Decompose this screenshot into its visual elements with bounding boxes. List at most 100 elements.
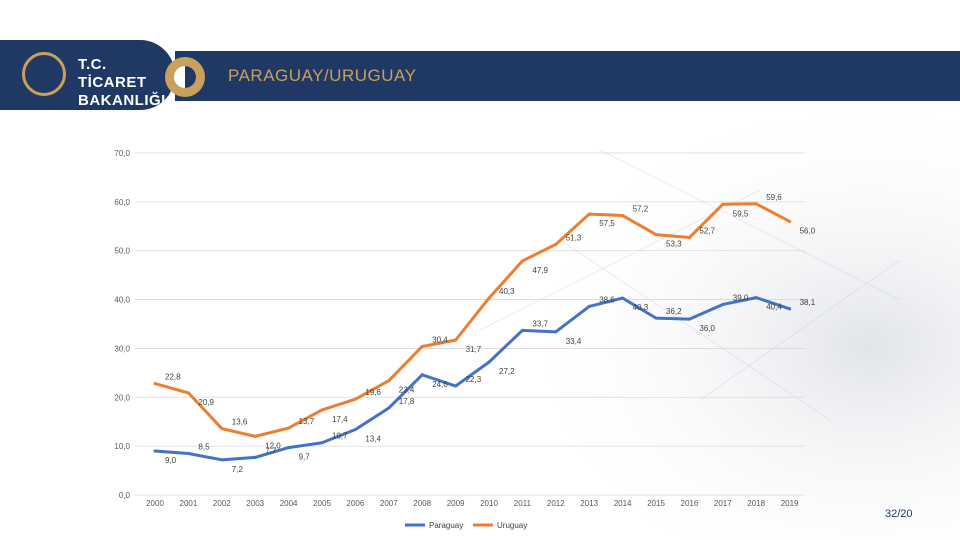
series-line-uruguay (153, 202, 792, 438)
x-tick-label: 2001 (180, 499, 198, 508)
data-point (587, 304, 591, 308)
data-label: 36,2 (666, 307, 682, 316)
data-label: 38,1 (800, 298, 816, 307)
data-label: 13,4 (365, 435, 381, 444)
y-tick-label: 10,0 (114, 442, 130, 451)
data-label: 13,6 (232, 418, 248, 427)
data-point (754, 296, 758, 300)
data-label: 53,3 (666, 240, 682, 249)
data-label: 8,5 (198, 442, 210, 451)
page-number: 32/20 (885, 508, 913, 520)
data-point (320, 408, 324, 412)
data-label: 20,9 (198, 398, 214, 407)
y-tick-label: 0,0 (119, 491, 131, 500)
data-point (487, 360, 491, 364)
data-label: 33,7 (532, 319, 548, 328)
y-tick-label: 40,0 (114, 296, 130, 305)
data-point (721, 202, 725, 206)
data-label: 30,4 (432, 335, 448, 344)
x-tick-label: 2011 (514, 499, 532, 508)
data-label: 7,2 (232, 465, 244, 474)
data-label: 22,8 (165, 373, 181, 382)
data-point (287, 426, 291, 430)
data-point (687, 317, 691, 321)
data-label: 57,5 (599, 219, 615, 228)
legend-label-uruguay: Uruguay (497, 521, 527, 530)
y-tick-label: 60,0 (114, 198, 130, 207)
x-tick-label: 2014 (614, 499, 632, 508)
data-point (287, 446, 291, 450)
x-tick-label: 2005 (313, 499, 331, 508)
data-point (654, 316, 658, 320)
y-tick-label: 20,0 (114, 393, 130, 402)
data-label: 38,6 (599, 295, 615, 304)
data-label: 51,3 (566, 233, 582, 242)
logo-block: T.C. TİCARET BAKANLIĞI (0, 40, 175, 110)
data-point (621, 296, 625, 300)
data-point (788, 307, 792, 311)
series-line-paraguay (153, 296, 792, 462)
data-label: 39,0 (733, 293, 749, 302)
ministry-logo-text: T.C. TİCARET BAKANLIĞI (78, 56, 175, 110)
y-tick-label: 70,0 (114, 149, 130, 158)
x-tick-label: 2017 (714, 499, 732, 508)
data-label: 31,7 (466, 345, 482, 354)
page-title: PARAGUAY/URUGUAY (228, 66, 417, 85)
data-label: 40,4 (766, 303, 782, 312)
logo-line-1: T.C. TİCARET (78, 56, 147, 91)
data-label: 59,5 (733, 209, 749, 218)
data-point (587, 212, 591, 216)
x-tick-label: 2008 (413, 499, 431, 508)
data-point (554, 330, 558, 334)
legend-label-paraguay: Paraguay (429, 521, 463, 530)
data-label: 33,4 (566, 337, 582, 346)
data-point (754, 202, 758, 206)
logo-line-2: BAKANLIĞI (78, 92, 166, 109)
x-tick-label: 2003 (246, 499, 264, 508)
data-point (220, 427, 224, 431)
ministry-seal-icon (22, 52, 66, 96)
data-point (420, 373, 424, 377)
data-point (253, 455, 257, 459)
data-label: 12,0 (265, 441, 281, 450)
y-tick-label: 50,0 (114, 247, 130, 256)
data-point (687, 236, 691, 240)
data-point (788, 219, 792, 223)
x-tick-label: 2015 (647, 499, 665, 508)
data-label: 23,4 (399, 386, 415, 395)
data-point (153, 449, 157, 453)
x-tick-label: 2016 (681, 499, 699, 508)
data-point (253, 434, 257, 438)
half-circle-dark (185, 66, 196, 88)
data-label: 7,7 (265, 446, 277, 455)
data-label: 13,7 (299, 417, 315, 426)
data-label: 19,6 (365, 388, 381, 397)
x-tick-label: 2006 (347, 499, 365, 508)
data-point (220, 458, 224, 462)
x-tick-label: 2009 (447, 499, 465, 508)
data-point (654, 233, 658, 237)
data-point (420, 344, 424, 348)
data-point (353, 428, 357, 432)
data-label: 56,0 (800, 226, 816, 235)
data-label: 17,4 (332, 415, 348, 424)
data-label: 52,7 (699, 227, 715, 236)
data-point (186, 451, 190, 455)
data-label: 22,3 (466, 375, 482, 384)
data-point (320, 441, 324, 445)
data-point (721, 302, 725, 306)
x-tick-label: 2007 (380, 499, 398, 508)
data-label: 9,7 (299, 453, 311, 462)
data-point (554, 242, 558, 246)
data-point (520, 328, 524, 332)
x-tick-label: 2013 (580, 499, 598, 508)
data-point (621, 214, 625, 218)
data-point (353, 397, 357, 401)
data-label: 40,3 (633, 303, 649, 312)
data-label: 36,0 (699, 324, 715, 333)
data-label: 57,2 (633, 205, 649, 214)
x-tick-label: 2019 (781, 499, 799, 508)
data-point (153, 382, 157, 386)
data-label: 40,3 (499, 287, 515, 296)
